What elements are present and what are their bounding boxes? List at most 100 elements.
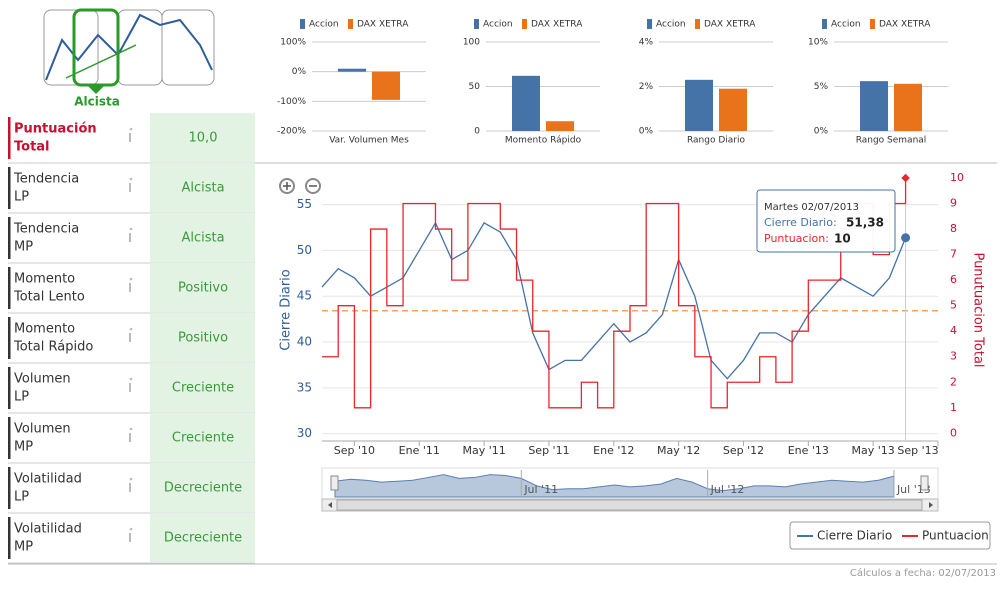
row-value: Decreciente <box>164 481 242 496</box>
tooltip-date: Martes 02/07/2013 <box>764 202 859 213</box>
y2-tick-label: 5 <box>950 299 957 312</box>
row-label: Volumen <box>14 422 71 437</box>
row-value-bg <box>150 163 255 212</box>
bar <box>372 71 400 100</box>
series-line <box>322 178 907 409</box>
row-value-bg <box>150 263 255 312</box>
y-tick-label: 40 <box>297 335 312 349</box>
info-icon-dot[interactable] <box>129 277 133 281</box>
row-label: Volatilidad <box>14 472 82 487</box>
legend-swatch <box>695 19 700 29</box>
y-tick-label: 2% <box>639 82 654 92</box>
row-value: Creciente <box>172 431 234 446</box>
y-tick-label: 35 <box>297 380 312 394</box>
icon-panel <box>161 9 215 86</box>
navigator-handle[interactable] <box>920 475 929 491</box>
y-tick-label: 30 <box>297 426 312 440</box>
row-value: Creciente <box>172 381 234 396</box>
legend-swatch <box>647 19 652 29</box>
footer: Cálculos a fecha: 02/07/2013 <box>850 567 996 579</box>
zoom-in-plus[interactable] <box>283 182 291 190</box>
x-tick-label: Ene '13 <box>788 444 829 457</box>
row-value: Alcista <box>181 231 224 246</box>
info-icon[interactable] <box>129 183 131 192</box>
tooltip <box>756 189 896 253</box>
y-tick-label: 45 <box>297 289 312 303</box>
info-icon-dot[interactable] <box>129 127 133 131</box>
row-value-bg <box>150 313 255 362</box>
y-tick-label: -100% <box>277 97 306 107</box>
y2-tick-label: 3 <box>950 350 957 363</box>
icon-pointer <box>88 86 104 94</box>
info-icon-dot[interactable] <box>129 327 133 331</box>
info-icon[interactable] <box>129 533 131 542</box>
legend-label: Accion <box>656 20 686 30</box>
row-value-bg <box>150 213 255 262</box>
y-tick-label: 0% <box>292 67 307 77</box>
row-value: Positivo <box>178 331 228 346</box>
scroll-arrow-left[interactable] <box>328 502 332 508</box>
info-icon[interactable] <box>129 233 131 242</box>
y2-tick-label: 9 <box>950 197 957 210</box>
x-tick-label: May '13 <box>852 444 895 457</box>
zoom-out[interactable] <box>305 178 321 194</box>
row-label: LP <box>14 390 29 405</box>
legend-label[interactable]: Puntuacion <box>922 529 989 543</box>
y2-tick-label: 10 <box>950 171 964 184</box>
legend-swatch <box>300 19 305 29</box>
info-icon-dot[interactable] <box>129 527 133 531</box>
info-icon[interactable] <box>129 333 131 342</box>
info-icon[interactable] <box>129 433 131 442</box>
legend-label: DAX XETRA <box>357 20 409 30</box>
x-tick-label: May '11 <box>462 444 505 457</box>
info-icon-dot[interactable] <box>129 377 133 381</box>
row-marker <box>8 117 11 159</box>
row-label: Volatilidad <box>14 522 82 537</box>
tooltip-label: Puntuacion: <box>764 232 829 245</box>
navigator-handle[interactable] <box>330 475 339 491</box>
row-marker <box>8 467 11 509</box>
info-icon[interactable] <box>129 383 131 392</box>
info-icon[interactable] <box>129 283 131 292</box>
navigator-area <box>334 474 895 498</box>
bar <box>719 88 747 131</box>
info-icon-dot[interactable] <box>129 227 133 231</box>
info-icon[interactable] <box>129 133 131 142</box>
icon-line <box>45 13 213 81</box>
y-tick-label: 0% <box>814 127 829 137</box>
x-label: Var. Volumen Mes <box>329 136 409 146</box>
x-label: Rango Semanal <box>856 136 927 146</box>
zoom-in[interactable] <box>279 178 295 194</box>
row-label: MP <box>14 240 33 255</box>
bar <box>338 68 366 72</box>
scroll-arrow-right[interactable] <box>929 502 933 508</box>
row-value: Decreciente <box>164 531 242 546</box>
row-value: Alcista <box>181 181 224 196</box>
x-tick-label: Sep '12 <box>723 444 764 457</box>
bar <box>685 79 713 131</box>
info-icon-dot[interactable] <box>129 177 133 181</box>
legend-label[interactable]: Cierre Diario <box>817 529 892 543</box>
x-tick-label: Ene '12 <box>593 444 634 457</box>
info-icon[interactable] <box>129 483 131 492</box>
y-tick-label: 100% <box>280 38 306 48</box>
legend-swatch <box>870 19 875 29</box>
bar <box>860 81 888 131</box>
info-icon-dot[interactable] <box>129 477 133 481</box>
navigator-tick-label: Jul '12 <box>710 483 745 496</box>
row-label: Total Rápido <box>13 340 93 355</box>
info-icon-dot[interactable] <box>129 427 133 431</box>
y-tick-label: 10% <box>808 38 828 48</box>
tooltip-label: Cierre Diario: <box>764 216 837 229</box>
y-tick-label: 50 <box>297 243 312 257</box>
row-label: MP <box>14 540 33 555</box>
row-label: Tendencia <box>13 172 79 187</box>
y-tick-label: 0% <box>639 127 654 137</box>
row-value: Positivo <box>178 281 228 296</box>
row-marker <box>8 317 11 359</box>
row-label: Momento <box>14 322 75 337</box>
scrollbar-thumb[interactable] <box>336 499 923 511</box>
legend-label: Accion <box>483 20 513 30</box>
row-marker <box>8 217 11 259</box>
row-label: LP <box>14 190 29 205</box>
